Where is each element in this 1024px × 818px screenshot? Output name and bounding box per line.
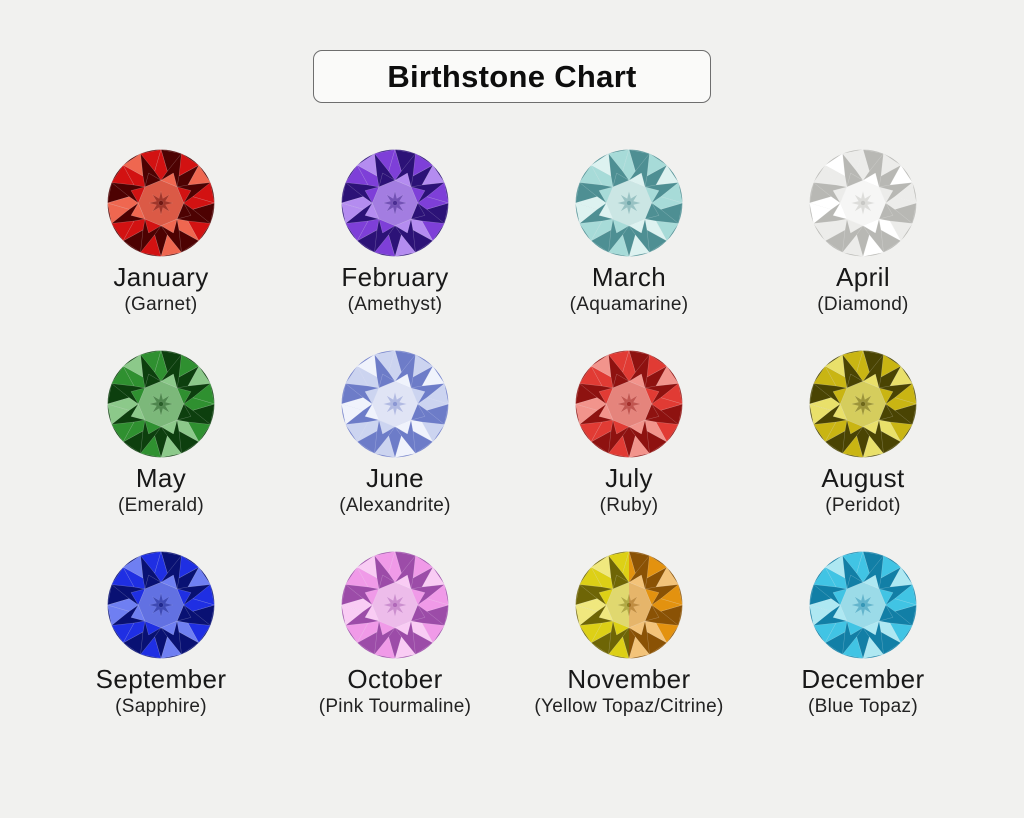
stone-label: (Yellow Topaz/Citrine) xyxy=(534,696,724,717)
gem-icon-december xyxy=(809,551,917,659)
birthstone-caption: March (Aquamarine) xyxy=(570,262,689,317)
stone-label: (Ruby) xyxy=(599,495,659,516)
birthstone-item: May (Emerald) xyxy=(44,350,278,551)
gem-icon-june xyxy=(341,350,449,458)
birthstone-caption: June (Alexandrite) xyxy=(339,463,451,518)
month-label: April xyxy=(835,262,890,292)
month-label: May xyxy=(135,463,187,493)
gem-icon-february xyxy=(341,149,449,257)
birthstone-caption: April (Diamond) xyxy=(817,262,908,317)
month-label: September xyxy=(95,664,227,694)
gem-left-half xyxy=(575,551,629,659)
birthstone-caption: May (Emerald) xyxy=(118,463,204,518)
birthstone-caption: October (Pink Tourmaline) xyxy=(319,664,472,719)
month-label: January xyxy=(113,262,209,292)
birthstone-item: March (Aquamarine) xyxy=(512,149,746,350)
month-label: March xyxy=(591,262,667,292)
gem-icon-october xyxy=(341,551,449,659)
month-label: October xyxy=(347,664,443,694)
stone-label: (Sapphire) xyxy=(115,696,207,717)
month-label: February xyxy=(341,262,449,292)
birthstone-item: October (Pink Tourmaline) xyxy=(278,551,512,752)
month-label: July xyxy=(605,463,653,493)
gem-icon-april xyxy=(809,149,917,257)
gem-icon-september xyxy=(107,551,215,659)
birthstone-item: December (Blue Topaz) xyxy=(746,551,980,752)
birthstone-caption: February (Amethyst) xyxy=(341,262,448,317)
stone-label: (Diamond) xyxy=(817,294,909,315)
gem-right-half xyxy=(629,551,683,659)
gem-icon-july xyxy=(575,350,683,458)
chart-title-box: Birthstone Chart xyxy=(313,50,711,103)
birthstone-caption: August (Peridot) xyxy=(821,463,904,518)
birthstone-item: January (Garnet) xyxy=(44,149,278,350)
stone-label: (Alexandrite) xyxy=(339,495,451,516)
birthstone-item: June (Alexandrite) xyxy=(278,350,512,551)
birthstone-caption: September (Sapphire) xyxy=(96,664,227,719)
birthstone-item: July (Ruby) xyxy=(512,350,746,551)
stone-label: (Garnet) xyxy=(124,294,198,315)
birthstone-caption: July (Ruby) xyxy=(600,463,659,518)
gem-icon-january xyxy=(107,149,215,257)
stone-label: (Emerald) xyxy=(117,495,205,516)
gem-icon-march xyxy=(575,149,683,257)
birthstone-grid: January (Garnet) February (Amethyst) March (A… xyxy=(0,149,1024,752)
stone-label: (Pink Tourmaline) xyxy=(318,696,472,717)
birthstone-chart-page: Birthstone Chart January (Garnet) February… xyxy=(0,50,1024,752)
stone-label: (Blue Topaz) xyxy=(808,696,918,717)
birthstone-item: August (Peridot) xyxy=(746,350,980,551)
stone-label: (Aquamarine) xyxy=(569,294,689,315)
month-label: November xyxy=(567,664,691,694)
birthstone-item: November (Yellow Topaz/Citrine) xyxy=(512,551,746,752)
birthstone-item: February (Amethyst) xyxy=(278,149,512,350)
gem-icon-may xyxy=(107,350,215,458)
month-label: December xyxy=(801,664,925,694)
stone-label: (Amethyst) xyxy=(347,294,443,315)
birthstone-caption: November (Yellow Topaz/Citrine) xyxy=(534,664,723,719)
page-title: Birthstone Chart xyxy=(387,58,637,94)
birthstone-caption: December (Blue Topaz) xyxy=(801,664,924,719)
gem-icon-november xyxy=(575,551,683,659)
month-label: June xyxy=(366,463,424,493)
birthstone-caption: January (Garnet) xyxy=(113,262,208,317)
birthstone-item: September (Sapphire) xyxy=(44,551,278,752)
month-label: August xyxy=(821,463,905,493)
gem-icon-august xyxy=(809,350,917,458)
stone-label: (Peridot) xyxy=(825,495,901,516)
birthstone-item: April (Diamond) xyxy=(746,149,980,350)
